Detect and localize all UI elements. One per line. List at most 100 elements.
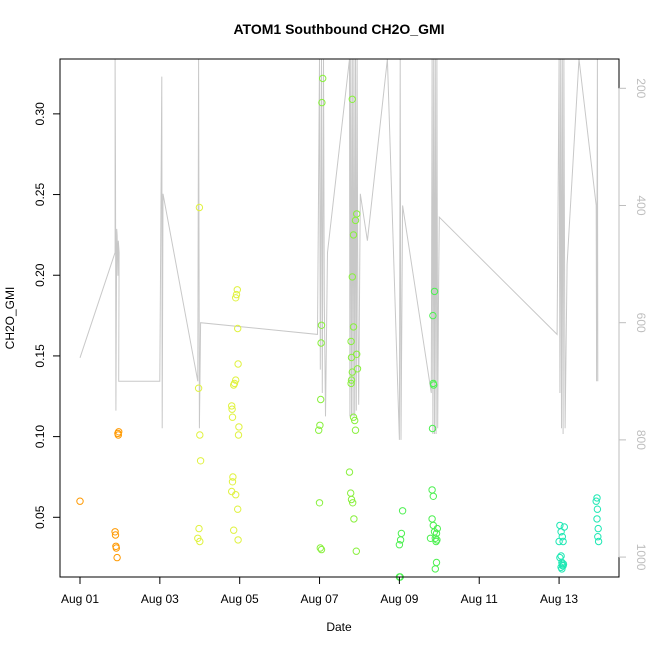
data-point (351, 426, 360, 434)
data-point (233, 286, 242, 294)
x-tick-label: Aug 09 (380, 592, 418, 606)
data-point (432, 529, 441, 538)
data-point (347, 379, 355, 388)
data-point (350, 515, 358, 523)
data-point (348, 273, 356, 281)
y-tick-label: 0.15 (33, 344, 47, 368)
data-point (593, 515, 601, 523)
data-point (113, 553, 121, 562)
data-point (555, 537, 563, 546)
data-point (316, 544, 324, 552)
data-point (352, 547, 360, 555)
data-point (430, 287, 439, 296)
data-point (594, 524, 602, 533)
x-tick-label: Aug 11 (461, 592, 498, 606)
data-point (234, 505, 242, 513)
data-point (558, 565, 566, 573)
data-point (349, 231, 358, 239)
data-point (433, 524, 441, 533)
data-point (429, 492, 437, 500)
data-point (317, 395, 325, 404)
y-tick-label: 0.30 (33, 102, 47, 126)
data-point (232, 290, 241, 299)
data-point (234, 431, 243, 439)
data-point (228, 413, 237, 421)
data-point (317, 545, 326, 554)
data-point (426, 534, 435, 542)
data-point (429, 311, 437, 320)
data-point (115, 428, 123, 436)
data-point (560, 523, 568, 531)
x-tick-label: Aug 03 (141, 592, 179, 606)
data-point (111, 528, 119, 536)
y-axis: 0.05 0.10 0.15 0.20 0.25 0.30 (33, 102, 61, 529)
data-point (395, 541, 404, 549)
data-point (317, 321, 326, 329)
data-point (232, 491, 240, 499)
data-point (556, 553, 564, 562)
x-tick-label: Aug 07 (301, 592, 339, 606)
data-point (559, 537, 567, 546)
data-point (229, 473, 237, 481)
data-point (594, 533, 602, 541)
data-point (353, 365, 362, 373)
data-point (397, 529, 406, 538)
data-point (431, 534, 439, 542)
y2-axis: 200 400 600 800 1000 (618, 78, 648, 571)
data-point (228, 405, 236, 413)
data-point (315, 426, 323, 434)
y2-tick-label: 600 (634, 313, 648, 333)
data-point (349, 323, 358, 331)
y2-tick-label: 200 (634, 78, 648, 98)
x-tick-label: Aug 13 (540, 592, 578, 606)
data-point (111, 531, 120, 539)
data-point (76, 497, 84, 505)
data-point (234, 360, 242, 368)
data-point (228, 402, 236, 410)
x-tick-label: Aug 05 (221, 592, 259, 606)
y-tick-label: 0.10 (33, 425, 47, 449)
data-point (232, 376, 240, 384)
data-point (230, 379, 239, 388)
y-axis-label: CH2O_GMI (3, 287, 17, 350)
chart-title: ATOM1 Southbound CH2O_GMI (233, 21, 444, 37)
data-point (232, 294, 240, 302)
data-point (317, 339, 325, 347)
y2-tick-label: 800 (634, 430, 648, 450)
y-tick-label: 0.25 (33, 183, 47, 207)
data-point (114, 431, 123, 439)
data-point (196, 431, 204, 439)
data-point (228, 478, 237, 486)
data-point (195, 524, 203, 533)
data-point (430, 381, 438, 389)
data-point (349, 413, 358, 421)
data-point (235, 423, 243, 431)
data-point (230, 526, 238, 534)
y2-tick-label: 400 (634, 195, 648, 215)
data-point (196, 457, 205, 465)
data-point (593, 505, 602, 513)
data-point (195, 203, 204, 212)
data-point (234, 324, 242, 333)
data-point (351, 416, 359, 425)
data-point (345, 468, 354, 476)
data-point (348, 95, 356, 104)
y-tick-label: 0.20 (33, 263, 47, 287)
data-point (319, 74, 327, 83)
data-point (112, 544, 121, 552)
data-point (353, 210, 361, 218)
data-point (234, 536, 242, 544)
data-point (316, 421, 324, 429)
x-tick-label: Aug 01 (61, 592, 99, 606)
data-point (347, 353, 356, 362)
data-point (347, 495, 356, 504)
data-point (348, 368, 356, 376)
x-axis: Aug 01 Aug 03 Aug 05 Aug 07 Aug 09 Aug 11 Aug … (61, 576, 578, 606)
pressure-series-line (79, 58, 599, 440)
points-layer (76, 74, 603, 581)
data-point (593, 494, 601, 502)
y-tick-label: 0.05 (33, 505, 47, 529)
data-point (196, 537, 204, 546)
data-point (318, 98, 326, 107)
pressure-line-layer (79, 58, 599, 440)
